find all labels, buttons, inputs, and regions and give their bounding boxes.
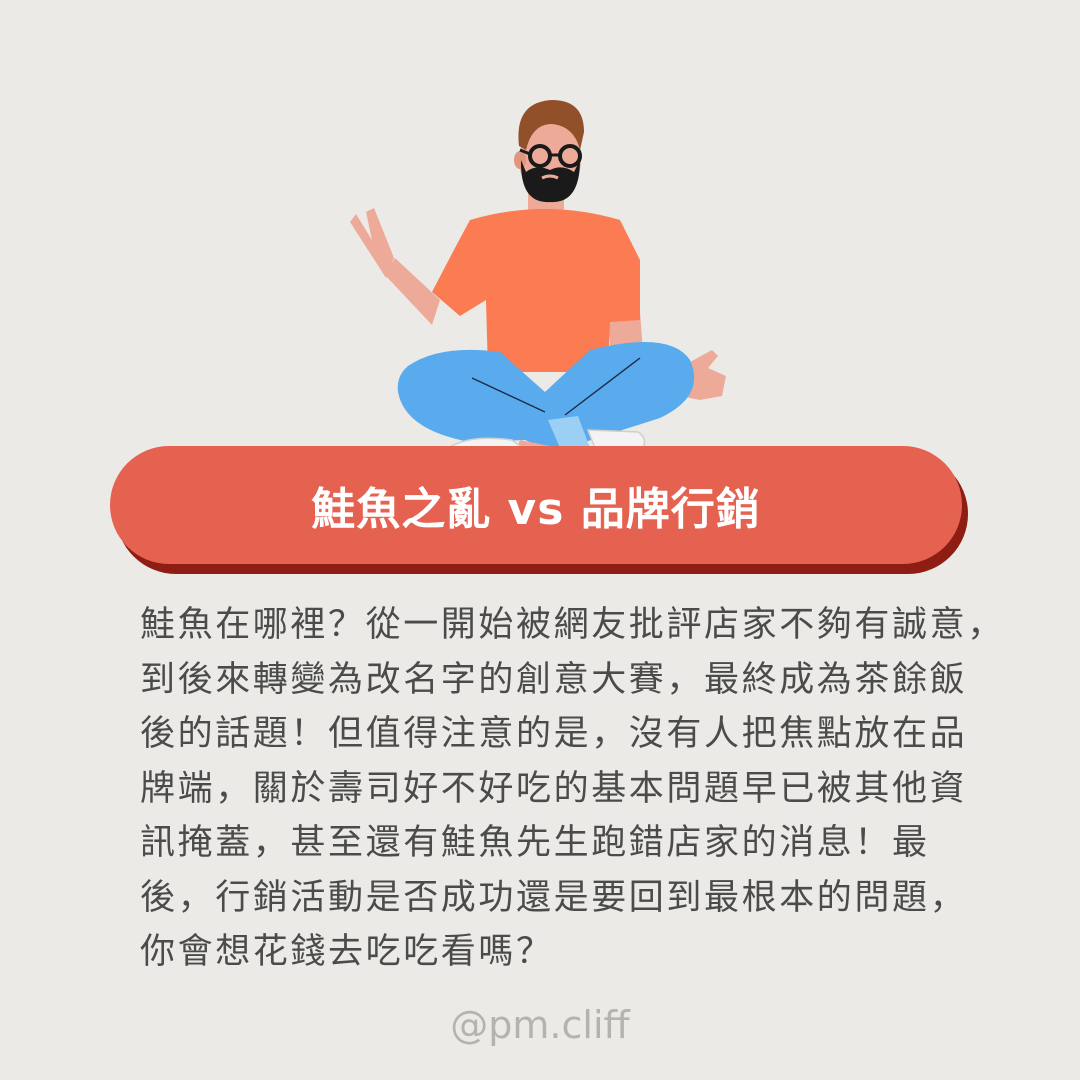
title-banner-face: 鮭魚之亂 vs 品牌行銷 — [110, 446, 962, 564]
body-line: 後的話題！但值得注意的是，沒有人把焦點放在品 — [140, 714, 968, 754]
blue-jeans — [397, 342, 695, 455]
body-line: 訊掩蓋，甚至還有鮭魚先生跑錯店家的消息！最 — [140, 823, 930, 863]
meditating-man-illustration — [350, 100, 726, 475]
body-line: 後，行銷活動是否成功還是要回到最根本的問題， — [140, 877, 968, 918]
glasses-temple — [519, 148, 531, 156]
body-paragraph: 鮭魚在哪裡？從一開始被網友批評店家不夠有誠意， 到後來轉變為改名字的創意大賽，最… — [140, 598, 1005, 980]
hair — [518, 100, 584, 150]
beard — [520, 160, 580, 203]
mouth — [541, 174, 559, 180]
author-handle: @pm.cliff — [450, 1003, 630, 1047]
body-line: 你會想花錢去吃吃看嗎？ — [140, 932, 554, 972]
body-line: 到後來轉變為改名字的創意大賽，最終成為茶餘飯 — [140, 659, 968, 700]
title-text: 鮭魚之亂 vs 品牌行銷 — [311, 484, 761, 535]
left-arm — [385, 258, 440, 325]
ear — [514, 151, 526, 169]
title-banner: 鮭魚之亂 vs 品牌行銷 — [110, 446, 970, 576]
body-line: 鮭魚在哪裡？從一開始被網友批評店家不夠有誠意， — [140, 605, 1005, 645]
orange-tshirt — [432, 209, 640, 372]
jeans-seam-left — [471, 377, 546, 413]
left-hand — [350, 208, 394, 278]
body-line: 牌端，關於壽司好不好吃的基本問題早已被其他資 — [140, 768, 968, 809]
jeans-seam-right — [564, 357, 641, 416]
